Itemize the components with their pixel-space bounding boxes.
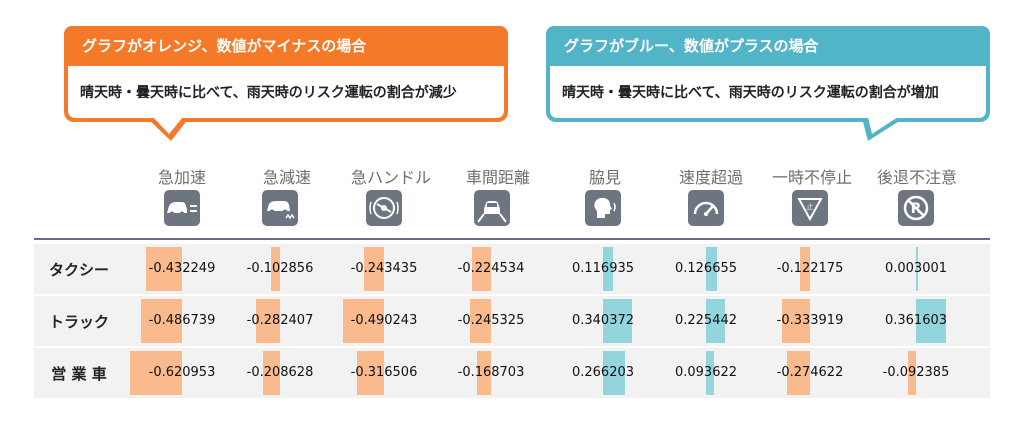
- column-header-rapid-deceleration: 急減速: [262, 168, 311, 187]
- table-row: [34, 348, 990, 398]
- value-bar: [787, 351, 810, 395]
- cell-value: -0.274622: [776, 365, 844, 380]
- cell-value: -0.490243: [350, 313, 418, 328]
- cell-value: -0.092385: [882, 365, 950, 380]
- value-bar: [145, 247, 182, 291]
- cell-value: 0.340372: [571, 313, 635, 328]
- column-header-stop-violation: 一時不停止: [771, 168, 852, 187]
- cell-value: 0.116935: [571, 261, 635, 276]
- row-label-business-vehicle: 営 業 車: [51, 364, 107, 383]
- value-bar: [271, 247, 280, 291]
- value-bar: [916, 299, 947, 343]
- positive-legend-title: グラフがブルー、数値がプラスの場合: [546, 26, 990, 64]
- value-bar: [706, 247, 717, 291]
- value-bar: [603, 247, 613, 291]
- value-bar: [130, 351, 182, 395]
- cell-value: -0.282407: [246, 313, 314, 328]
- value-bar: [782, 299, 810, 343]
- value-bar: [476, 351, 491, 395]
- negative-legend-text: 晴天時・曇天時に比べて、雨天時のリスク運転の割合が減少: [68, 66, 504, 118]
- value-bar: [603, 299, 632, 343]
- steering-wheel-icon: [366, 190, 402, 226]
- table-row: [34, 244, 990, 294]
- positive-legend-text: 晴天時・曇天時に比べて、雨天時のリスク運転の割合が増加: [550, 66, 986, 118]
- no-reverse-icon: R: [898, 190, 934, 226]
- value-bar: [916, 247, 918, 291]
- cell-value: 0.225442: [674, 313, 738, 328]
- cell-value: 0.093622: [674, 365, 738, 380]
- row-label-taxi: タクシー: [48, 260, 109, 279]
- cell-value: -0.432249: [148, 261, 216, 276]
- cell-value: 0.266203: [571, 365, 635, 380]
- table-row: [34, 296, 990, 346]
- svg-text:止: 止: [807, 202, 814, 211]
- value-bar: [363, 247, 384, 291]
- value-bar: [908, 351, 916, 395]
- positive-legend-callout: グラフがブルー、数値がプラスの場合 晴天時・曇天時に比べて、雨天時のリスク運転の…: [546, 26, 990, 122]
- stop-sign-icon: 止: [792, 190, 828, 226]
- cell-value: 0.361603: [884, 313, 948, 328]
- cell-value: -0.245325: [457, 313, 525, 328]
- value-bar: [256, 299, 280, 343]
- column-header-rapid-acceleration: 急加速: [157, 168, 206, 187]
- header-divider: [34, 238, 990, 240]
- cell-value: -0.122175: [776, 261, 844, 276]
- value-bar: [262, 351, 280, 395]
- car-braking-icon: [262, 190, 298, 226]
- cell-value: -0.316506: [350, 365, 418, 380]
- cell-value: -0.168703: [457, 365, 525, 380]
- value-bar: [141, 299, 182, 343]
- cell-value: -0.208628: [246, 365, 314, 380]
- cell-value: -0.102856: [246, 261, 314, 276]
- cell-value: -0.333919: [776, 313, 844, 328]
- column-header-speeding: 速度超過: [678, 168, 743, 187]
- cell-value: -0.243435: [350, 261, 418, 276]
- negative-callout-tail: [147, 117, 189, 141]
- value-bar: [342, 299, 384, 343]
- value-bar: [472, 247, 491, 291]
- column-header-inattention: 脇見: [588, 168, 621, 187]
- cell-value: -0.224534: [457, 261, 525, 276]
- driver-head-icon: [585, 190, 621, 226]
- row-label-truck: トラック: [48, 312, 109, 331]
- value-bar: [706, 299, 725, 343]
- column-header-sharp-steering: 急ハンドル: [350, 168, 431, 187]
- value-bar: [706, 351, 714, 395]
- value-bar: [799, 247, 810, 291]
- positive-callout-tail: [862, 117, 904, 141]
- negative-legend-callout: グラフがオレンジ、数値がマイナスの場合 晴天時・曇天時に比べて、雨天時のリスク運…: [64, 26, 508, 122]
- value-bar: [357, 351, 384, 395]
- speedometer-icon: [688, 190, 724, 226]
- cell-value: 0.003001: [884, 261, 948, 276]
- following-distance-icon: [474, 190, 510, 226]
- value-bar: [603, 351, 626, 395]
- cell-value: -0.486739: [148, 313, 216, 328]
- cell-value: 0.126655: [674, 261, 738, 276]
- car-acceleration-icon: [164, 190, 200, 226]
- value-bar: [470, 299, 491, 343]
- cell-value: -0.620953: [148, 365, 216, 380]
- negative-legend-title: グラフがオレンジ、数値がマイナスの場合: [64, 26, 508, 64]
- column-header-following-distance: 車間距離: [465, 168, 530, 187]
- column-header-careless-reversing: 後退不注意: [876, 168, 957, 187]
